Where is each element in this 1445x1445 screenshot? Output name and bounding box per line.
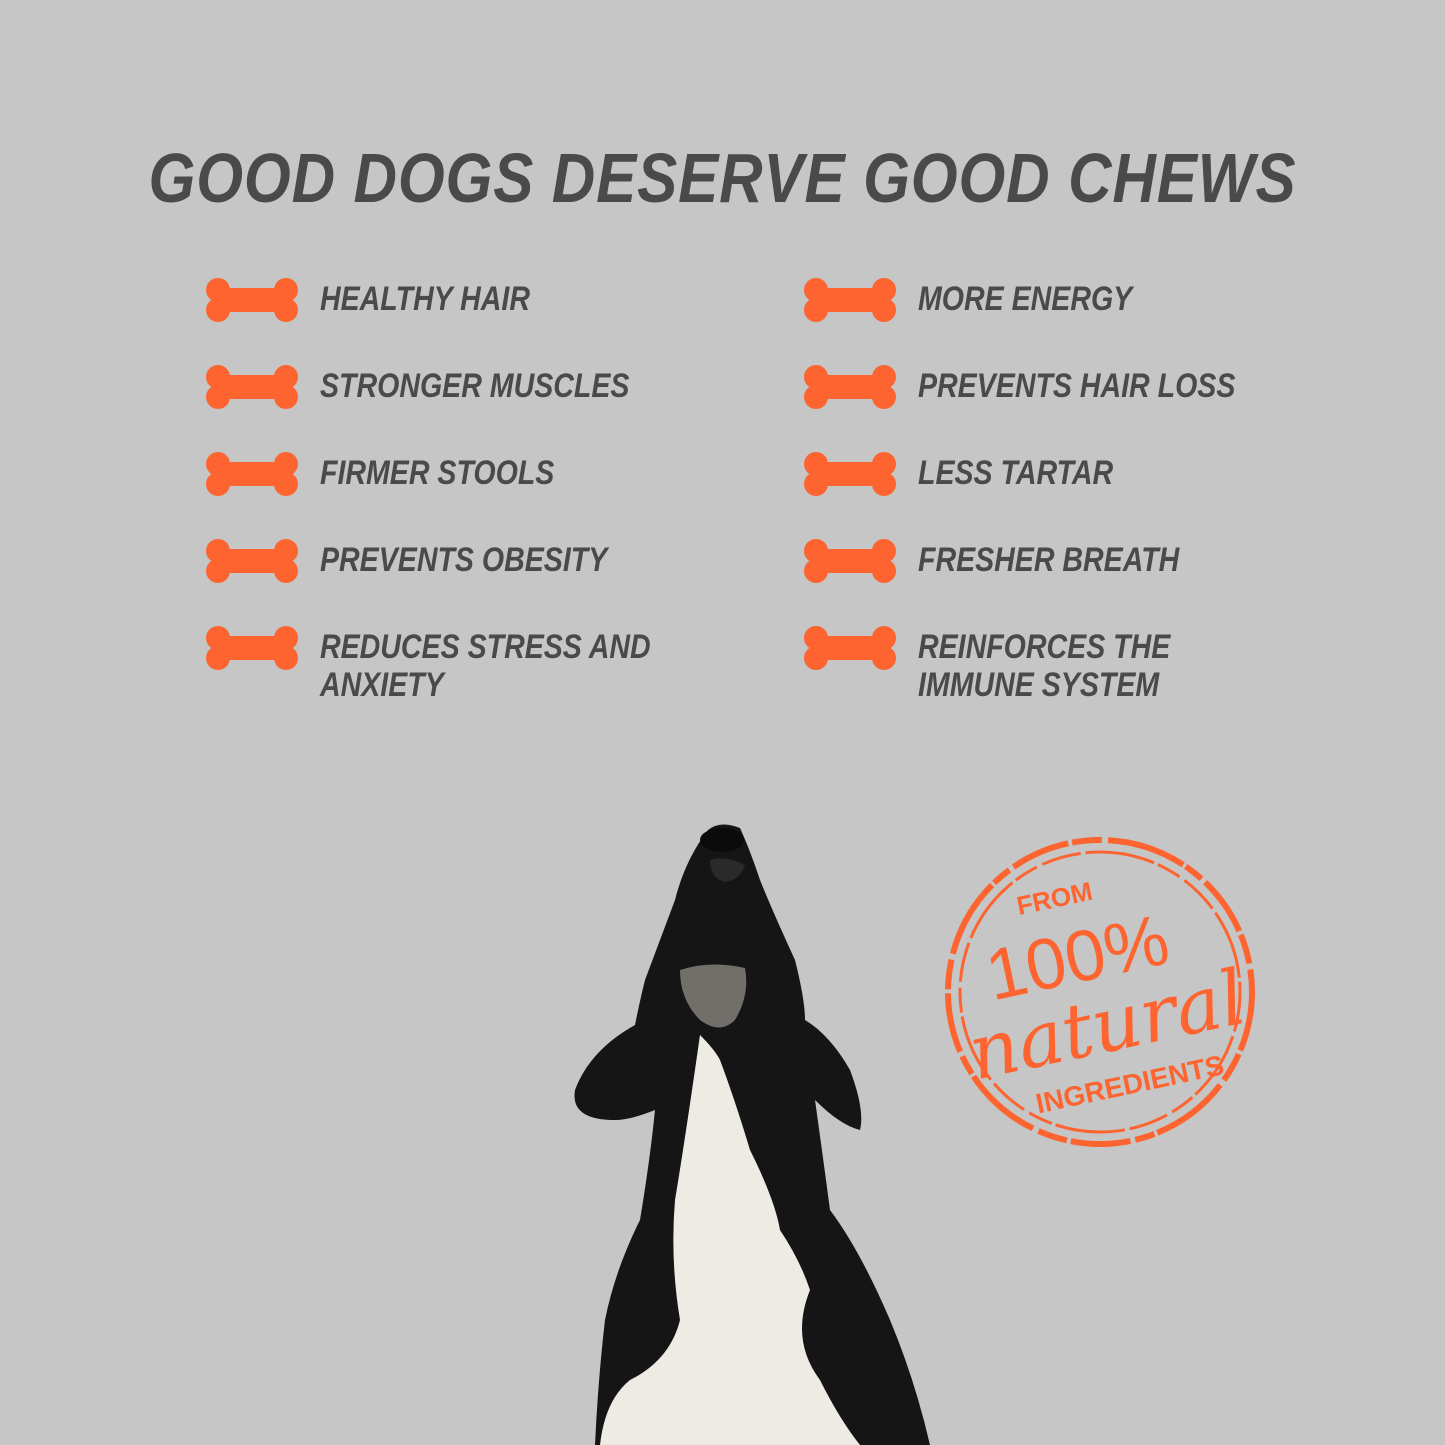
benefit-item: Stronger muscles [204,365,688,409]
benefit-text: Prevents hair loss [918,367,1236,405]
benefit-label: More energy [918,280,1132,318]
benefit-label: Firmer stools [320,454,554,492]
benefit-label: Healthy hair [320,280,530,318]
benefit-item: Healthy hair [204,278,570,322]
bone-icon [206,626,298,670]
bone-icon [206,539,298,583]
benefit-text: Healthy hair [320,280,530,318]
bone-icon [804,539,896,583]
benefit-label: Less tartar [918,454,1113,492]
benefit-item: Firmer stools [204,452,599,496]
page-title: GOOD DOGS DESERVE GOOD CHEWS [148,139,1297,217]
benefit-item: Reinforces the immune system [802,626,1218,704]
benefit-text: Firmer stools [320,454,555,492]
bone-icon [206,278,298,322]
bone-icon [804,452,896,496]
benefit-item: Prevents obesity [204,539,662,583]
bone-icon [804,278,896,322]
benefit-item: Prevents hair loss [802,365,1296,409]
benefit-text-line2: anxiety [320,666,444,704]
benefit-text: Stronger muscles [320,367,630,405]
benefit-text: Prevents obesity [320,541,608,579]
benefit-text: Reduces stress and [320,628,651,666]
benefit-label: Fresher breath [918,541,1179,579]
benefit-text-line2: immune system [918,666,1160,704]
bone-icon [206,365,298,409]
benefit-label: Reinforces the immune system [918,628,1170,704]
bone-icon [206,452,298,496]
benefit-label: Prevents hair loss [918,367,1235,405]
benefit-item: Fresher breath [802,539,1229,583]
benefit-item: Reduces stress and anxiety [204,626,714,704]
natural-ingredients-stamp: FROM 100% natural INGREDIENTS [945,837,1255,1147]
benefit-text: Fresher breath [918,541,1180,579]
benefit-label: Reduces stress and anxiety [320,628,651,704]
benefit-item: Less tartar [802,452,1150,496]
stamp-from: FROM [1014,876,1095,921]
dog-photo [574,824,930,1445]
bone-icon [804,626,896,670]
benefit-text: Reinforces the [918,628,1171,666]
benefit-text: More energy [918,280,1133,318]
bone-icon [804,365,896,409]
benefit-label: Prevents obesity [320,541,607,579]
benefit-label: Stronger muscles [320,367,629,405]
benefit-item: More energy [802,278,1173,322]
benefit-text: Less tartar [918,454,1114,492]
